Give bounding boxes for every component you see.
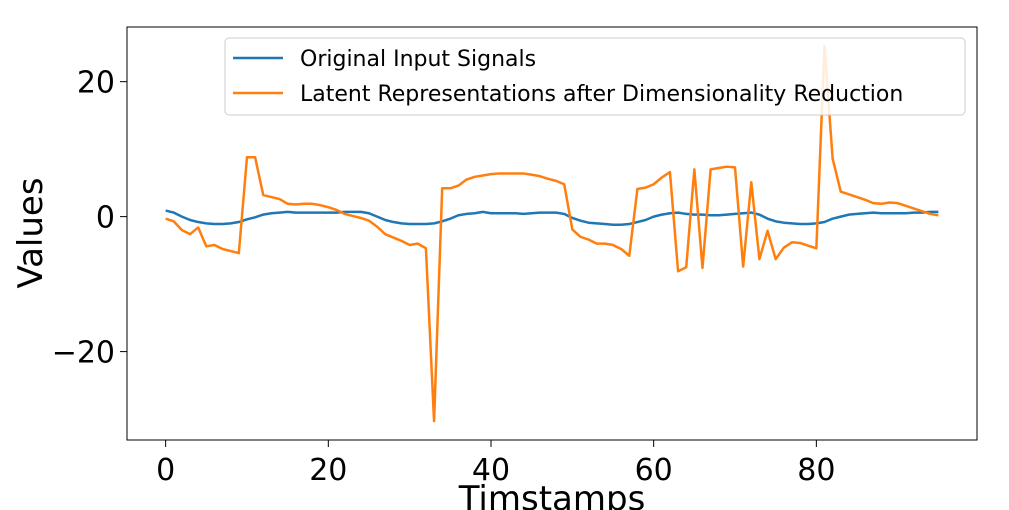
legend-label: Original Input Signals [300,47,536,72]
plot-frame [126,26,978,441]
data-line [165,44,939,423]
x-tick-label: 20 [309,453,347,488]
legend-box [224,37,966,116]
x-tick-label: 0 [156,453,175,488]
legend: Original Input Signals Latent Representat… [224,37,966,116]
data-line [165,209,939,226]
legend-label: Latent Representations after Dimensional… [300,82,903,107]
x-tick-label: 80 [797,453,835,488]
y-axis-label: Values [11,177,51,288]
y-tick-label: −20 [52,336,115,371]
y-tick-label: 0 [96,201,115,236]
x-tick-label: 60 [635,453,673,488]
x-tick-label: 40 [472,453,510,488]
y-tick-label: 20 [77,66,115,101]
x-axis-label: Timstamps [458,479,646,510]
